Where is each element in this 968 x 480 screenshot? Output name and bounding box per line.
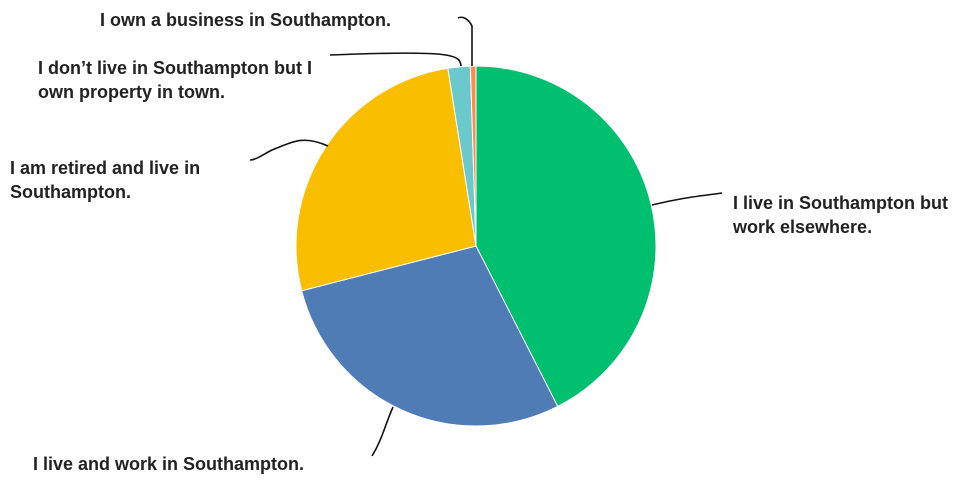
- leader-line-own-business: [457, 16, 473, 66]
- leader-line-live-work-elsewhere: [651, 192, 723, 206]
- pie-slice-live-work-elsewhere: [475, 65, 657, 408]
- slice-label-live-work-elsewhere: I live in Southampton but work elsewhere…: [733, 193, 948, 237]
- leader-line-live-and-work: [371, 406, 394, 457]
- pie-slice-retired: [295, 67, 477, 292]
- slice-label-own-business: I own a business in Southampton.: [100, 10, 392, 30]
- pie-slice-live-and-work: [301, 245, 559, 427]
- leader-line-own-property: [329, 52, 462, 67]
- slice-label-retired: I am retired and live in Southampton.: [10, 158, 201, 202]
- pie-slice-own-business: [469, 65, 477, 247]
- leader-line-retired: [249, 139, 329, 161]
- slice-label-own-property: I don’t live in Southampton but I own pr…: [38, 58, 312, 102]
- slice-label-live-and-work: I live and work in Southampton.: [33, 454, 305, 474]
